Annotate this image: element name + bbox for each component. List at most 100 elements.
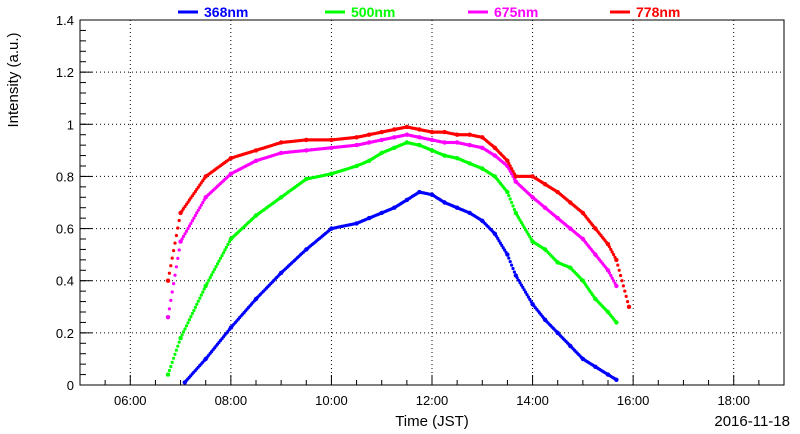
series-trace-dot <box>174 265 178 269</box>
series-trace-dot <box>214 265 218 269</box>
y-tick-label: 0 <box>67 378 74 393</box>
series-trace-dot <box>169 364 173 369</box>
series-trace-dot <box>177 248 181 252</box>
series-trace-dot <box>199 293 203 297</box>
series-trace-dot <box>612 253 616 257</box>
series-trace-dot <box>192 308 196 313</box>
series-trace-dot <box>518 218 522 222</box>
series-trace-dot <box>176 226 180 230</box>
series-trace-dot <box>498 241 502 245</box>
series-trace-dot <box>176 344 180 348</box>
series-trace-dot <box>612 279 616 283</box>
series-trace-dot <box>503 248 507 252</box>
series-trace-dot <box>173 273 177 277</box>
series-trace-dot <box>517 278 521 282</box>
series-trace-dot <box>184 229 189 233</box>
y-tick-label: 0.6 <box>56 222 74 237</box>
x-tick-label: 16:00 <box>617 393 650 408</box>
series-trace-dot <box>515 276 519 280</box>
series-trace-dot <box>174 348 178 352</box>
series-trace-dot <box>198 206 202 210</box>
data-point <box>614 257 619 263</box>
series-trace-dot <box>510 167 514 171</box>
series-trace-dot <box>525 293 529 297</box>
series-trace-dot <box>201 200 205 205</box>
series-trace-dot <box>199 203 203 207</box>
series-trace-dot <box>207 278 211 282</box>
series-trace-dot <box>226 242 230 247</box>
series-trace-dot <box>221 251 226 255</box>
series-trace-dot <box>515 213 519 217</box>
series-trace-dot <box>619 273 623 278</box>
data-point <box>165 315 171 320</box>
series-trace-dot <box>607 245 612 249</box>
legend: 368nm 500nm 675nm 778nm <box>178 4 680 20</box>
series-trace-dot <box>211 270 215 274</box>
x-tick-label: 12:00 <box>416 393 449 408</box>
series-675nm <box>165 132 619 320</box>
series-trace-dot <box>198 296 202 300</box>
series-trace-dot <box>220 254 224 258</box>
y-tick-label: 0.4 <box>56 274 74 289</box>
series-trace-dot <box>528 235 532 239</box>
series-368nm <box>182 189 619 385</box>
series-trace-dot <box>169 264 173 268</box>
series-trace-dot <box>526 295 531 299</box>
series-trace-dot <box>190 311 194 316</box>
series-trace-dot <box>607 271 612 275</box>
series-trace-dot <box>217 259 221 263</box>
series-trace-dot <box>508 164 512 168</box>
series-trace-dot <box>510 172 514 176</box>
series-trace-dot <box>177 340 181 344</box>
ticks: 06:00 08:00 10:00 12:00 14:00 16:00 18:00 0 0.2 0… <box>56 13 785 408</box>
date-label: 2016-11-18 <box>714 413 790 430</box>
series-trace-dot <box>167 271 171 275</box>
series-trace-dot <box>173 241 177 245</box>
y-tick-label: 1 <box>67 117 74 132</box>
series-trace-dot <box>508 197 512 201</box>
series-trace-dot <box>519 220 524 225</box>
series-trace-dot <box>522 225 526 229</box>
x-tick-label: 18:00 <box>717 393 750 408</box>
series-trace-dot <box>609 273 613 278</box>
series-trace-dot <box>621 284 626 288</box>
series-trace-dot <box>224 245 228 249</box>
series-trace-dot <box>511 169 515 173</box>
data-point <box>614 320 619 325</box>
series-trace-dot <box>617 268 621 272</box>
series-trace-dot <box>176 256 180 260</box>
series-trace-dot <box>623 289 627 293</box>
data-point <box>165 372 171 377</box>
y-tick-label: 0.8 <box>56 169 74 184</box>
series-trace-dot <box>512 207 517 212</box>
series-trace-dot <box>202 287 206 291</box>
legend-label-368nm: 368nm <box>204 4 248 20</box>
series-trace-dot <box>500 243 504 247</box>
y-tick-label: 1.2 <box>56 65 74 80</box>
series-trace-dot <box>181 330 186 334</box>
series-trace-dot <box>497 239 501 243</box>
data-point <box>505 252 510 257</box>
series-trace-dot <box>610 250 614 254</box>
legend-label-778nm: 778nm <box>636 4 680 20</box>
series-trace-dot <box>521 223 525 227</box>
series-trace-dot <box>180 237 184 241</box>
series-trace-dot <box>518 281 522 285</box>
series-trace-dot <box>507 193 511 198</box>
legend-label-500nm: 500nm <box>351 4 395 20</box>
series-trace-dot <box>172 356 176 360</box>
series-trace-dot <box>189 315 193 319</box>
data-point <box>614 283 619 289</box>
grid <box>80 20 784 385</box>
series-trace-dot <box>501 246 505 250</box>
series-trace-dot <box>510 263 514 267</box>
series-trace-dot <box>507 167 511 171</box>
series-trace-dot <box>167 368 171 373</box>
x-tick-label: 06:00 <box>114 393 147 408</box>
series-trace-dot <box>186 227 190 231</box>
series-trace-dot <box>195 302 199 306</box>
series-trace-dot <box>172 282 176 286</box>
series-trace-dot <box>170 256 174 260</box>
series-group <box>165 124 632 385</box>
series-trace-dot <box>193 213 197 218</box>
